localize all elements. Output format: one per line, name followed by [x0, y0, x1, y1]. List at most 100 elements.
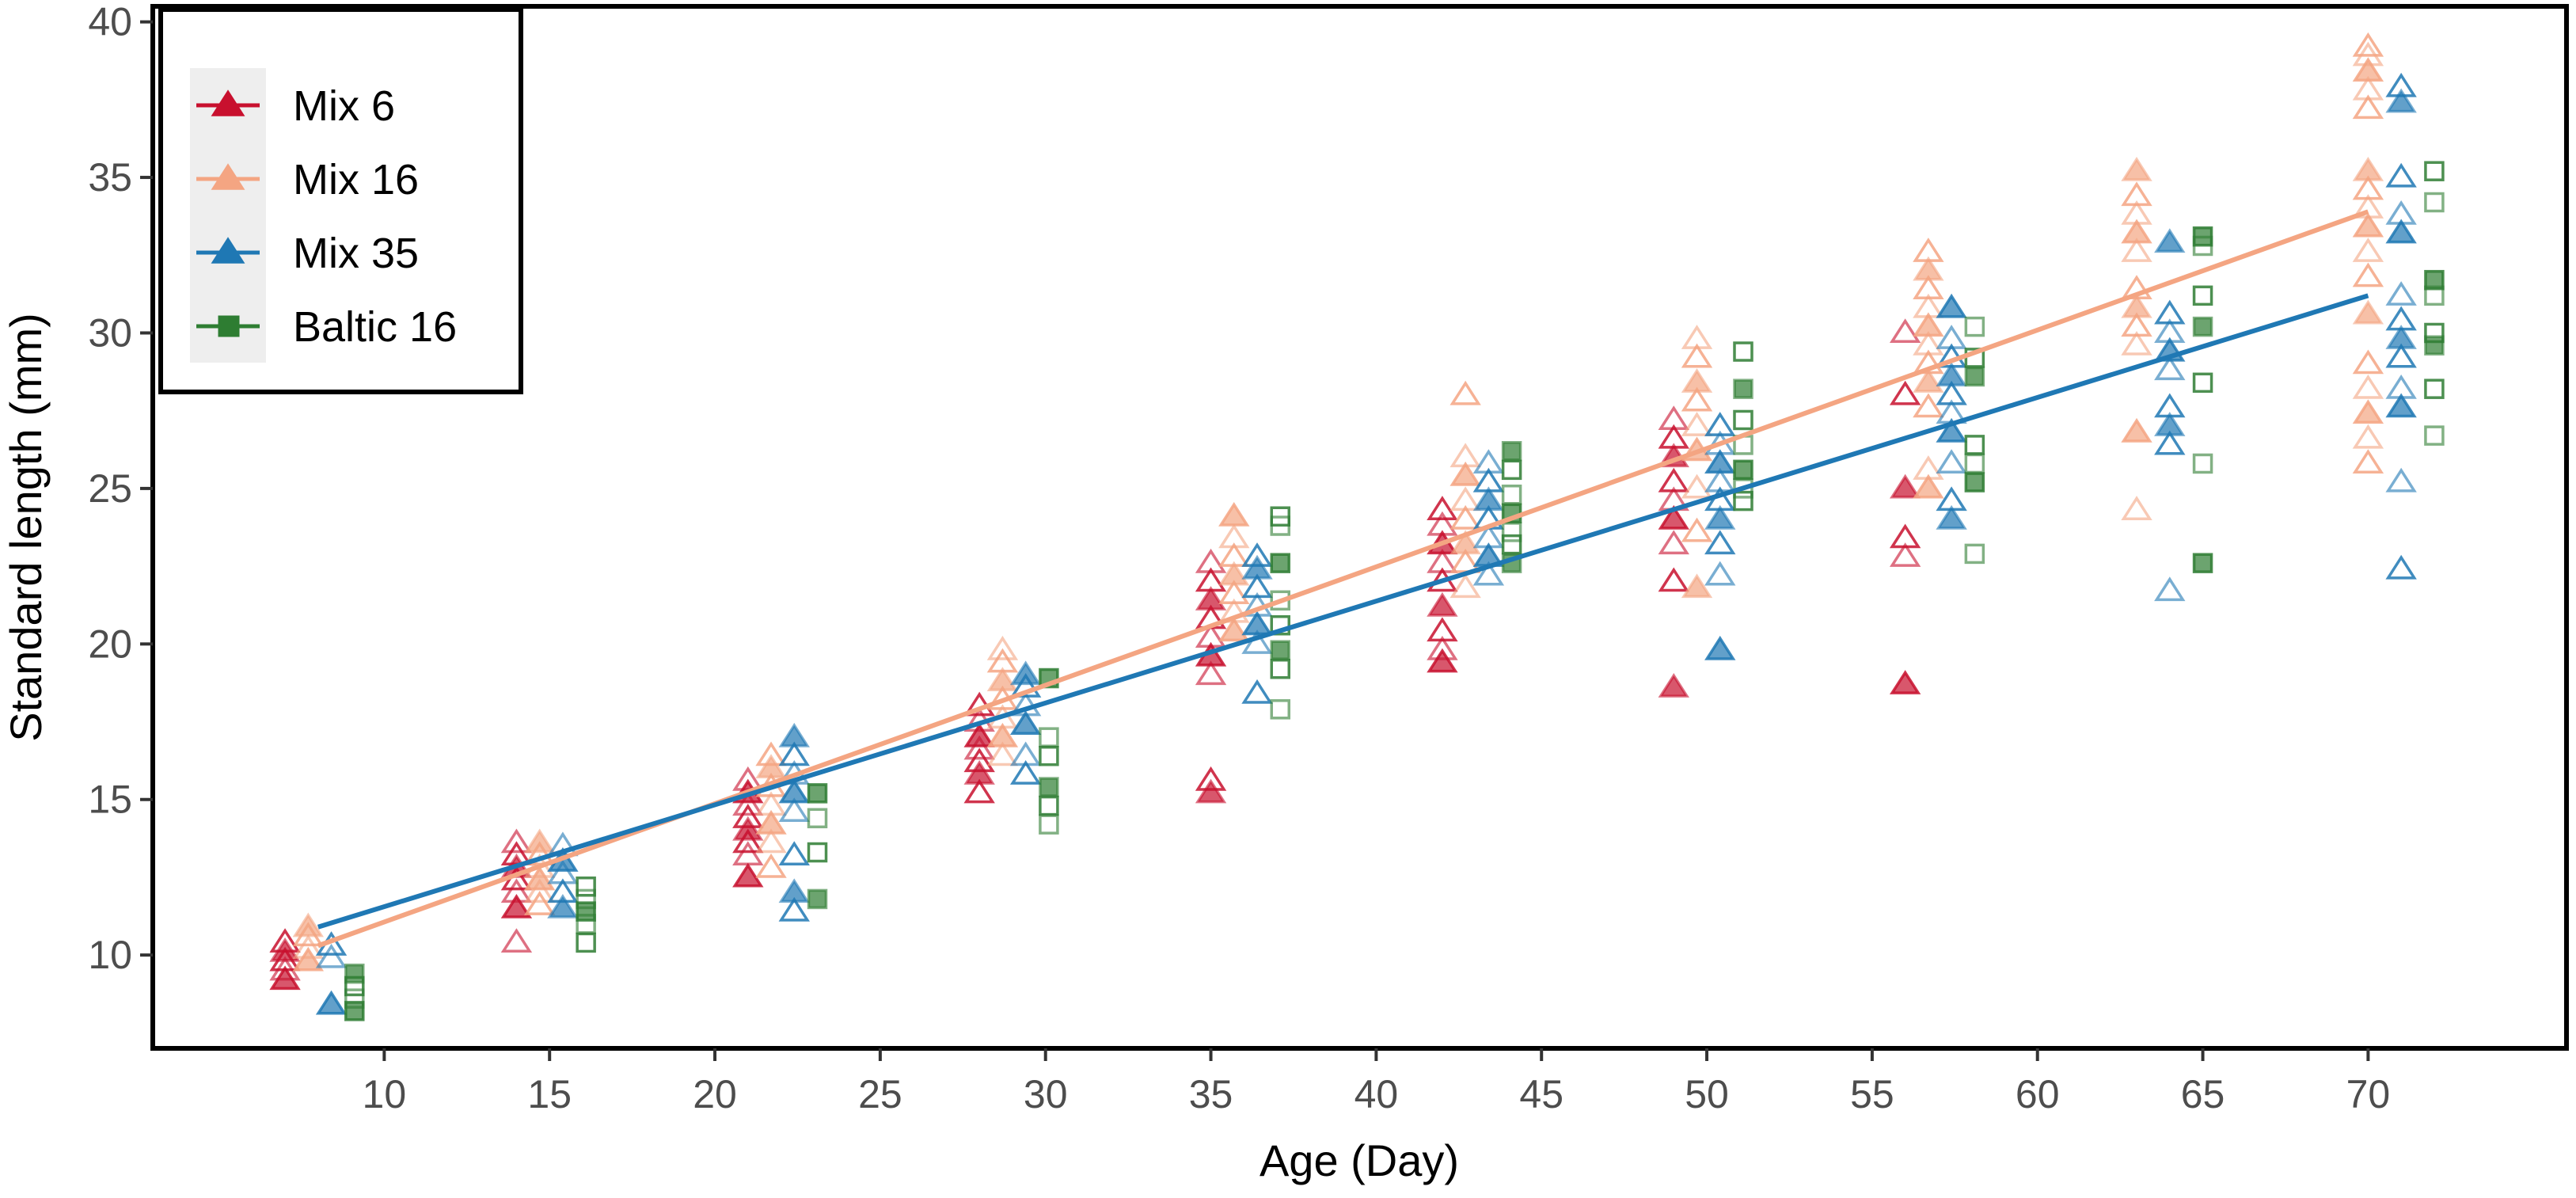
mix-35-point: [2154, 318, 2186, 344]
mix-16-point: [1218, 542, 1250, 567]
mix-35-point: [1936, 362, 1967, 387]
y-tick-label: 25: [88, 466, 132, 511]
mix-35-point: [1704, 412, 1736, 436]
baltic-16-point: [1501, 441, 1522, 462]
legend: Mix 6 Mix 16 Mix 35 Baltic 16: [158, 7, 523, 394]
mix-35-point: [778, 878, 810, 903]
mix-16-point: [2121, 330, 2152, 356]
mix-6-point: [1195, 660, 1227, 686]
mix-16-point: [1913, 349, 1944, 375]
mix-6-point: [1195, 766, 1227, 791]
mix-16-point: [755, 809, 787, 835]
mix-6-point: [963, 760, 995, 785]
mix-16-point: [1913, 368, 1944, 393]
x-tick-label: 10: [363, 1072, 407, 1116]
mix-6-point: [1427, 648, 1458, 673]
mix-16-point: [523, 878, 556, 903]
y-tick-label: 15: [88, 778, 132, 822]
mix-16-point: [755, 828, 787, 854]
baltic-16-point: [1733, 378, 1753, 399]
mix-35-point: [2385, 219, 2417, 244]
legend-key-marker-mix-16: [211, 163, 245, 190]
x-axis-title: Age (Day): [1260, 1135, 1459, 1185]
mix-35-point: [1936, 504, 1967, 530]
mix-35-point: [1936, 417, 1967, 443]
mix-6-point: [1427, 496, 1458, 520]
mix-16-point: [1449, 443, 1481, 468]
mix-6-point: [1658, 405, 1689, 431]
mix-6-point: [1427, 591, 1458, 617]
mix-6-point: [1889, 670, 1921, 694]
baltic-16-point: [1964, 472, 1985, 493]
mix-16-point: [2352, 299, 2384, 325]
mix-16-point: [1681, 386, 1713, 412]
mix-16-point: [1913, 256, 1944, 281]
mix-6-point: [500, 828, 533, 854]
mix-35-point: [2154, 228, 2186, 253]
legend-key-marker-baltic-16: [218, 315, 240, 337]
x-axis: 10 15 20 25 30 35 40 45 50 55 60 65 70: [363, 1048, 2390, 1116]
baltic-16-point: [1039, 777, 1059, 797]
mix-6-point: [1195, 567, 1227, 592]
mix-16-point: [2121, 312, 2152, 337]
mix-35-point: [1936, 380, 1967, 405]
mix-6-point: [963, 722, 995, 747]
y-tick-label: 35: [88, 155, 132, 200]
mix-16-point: [523, 891, 556, 915]
mix-16-point: [1449, 486, 1481, 512]
mix-6-point: [1427, 548, 1458, 573]
x-tick-label: 45: [1519, 1072, 1563, 1116]
mix-35-point: [1472, 467, 1505, 493]
baltic-16-point: [1964, 435, 1985, 455]
mix-16-point: [1913, 312, 1944, 337]
mix-35-point: [1704, 530, 1736, 555]
baltic-16-point: [1964, 543, 1985, 565]
mix-16-point: [1218, 580, 1250, 605]
mix-6-point: [1889, 318, 1921, 344]
x-tick-label: 65: [2181, 1072, 2225, 1116]
mix-16-point: [986, 722, 1019, 747]
mix-35-point: [1241, 573, 1273, 599]
mix-16-point: [1681, 517, 1713, 542]
mix-16-point: [2352, 32, 2384, 57]
mix-6-point: [1195, 778, 1227, 804]
mix-35-point: [2385, 162, 2417, 188]
mix-35-point: [2385, 200, 2417, 225]
mix-16-point: [1449, 461, 1481, 486]
mix-35-point: [1009, 691, 1042, 717]
mix-35-point: [2154, 356, 2186, 381]
mix-35-point: [2385, 72, 2417, 97]
mix-35-trend-line: [317, 293, 2369, 930]
mix-16-point: [1218, 523, 1250, 549]
mix-16-point: [2352, 75, 2384, 101]
mix-16-point: [1913, 455, 1944, 480]
mix-6-point: [732, 828, 764, 854]
mix-35-point: [1936, 325, 1967, 349]
mix-16-point: [523, 865, 556, 891]
mix-35-point: [778, 741, 810, 766]
mix-6-point: [500, 878, 533, 903]
baltic-16-point: [1039, 795, 1059, 816]
baltic-16-point: [1501, 534, 1522, 555]
y-tick-label: 30: [88, 310, 132, 355]
y-axis: 10 15 20 25 30 35 40: [88, 0, 153, 977]
baltic-16-point: [1964, 453, 1985, 474]
mix-35-point: [1472, 449, 1505, 474]
mix-16-point: [986, 741, 1019, 766]
baltic-16-point: [2192, 226, 2213, 247]
mix-6-point: [963, 778, 995, 804]
mix-35-point: [2385, 281, 2417, 306]
baltic-16-point: [1270, 506, 1291, 527]
mix-6-point: [732, 791, 764, 816]
baltic-16-point: [1501, 522, 1522, 542]
mix-16-point: [1681, 573, 1713, 599]
mix-16-point: [523, 828, 556, 854]
mix-35-point: [1936, 293, 1967, 318]
mix-35-point: [1009, 673, 1042, 698]
mix-35-point: [778, 797, 810, 822]
baltic-16-point: [1501, 459, 1522, 481]
mix-6-point: [1889, 380, 1921, 405]
baltic-16-point: [576, 888, 596, 910]
mix-16-point: [1681, 343, 1713, 368]
baltic-16-point: [807, 842, 828, 863]
